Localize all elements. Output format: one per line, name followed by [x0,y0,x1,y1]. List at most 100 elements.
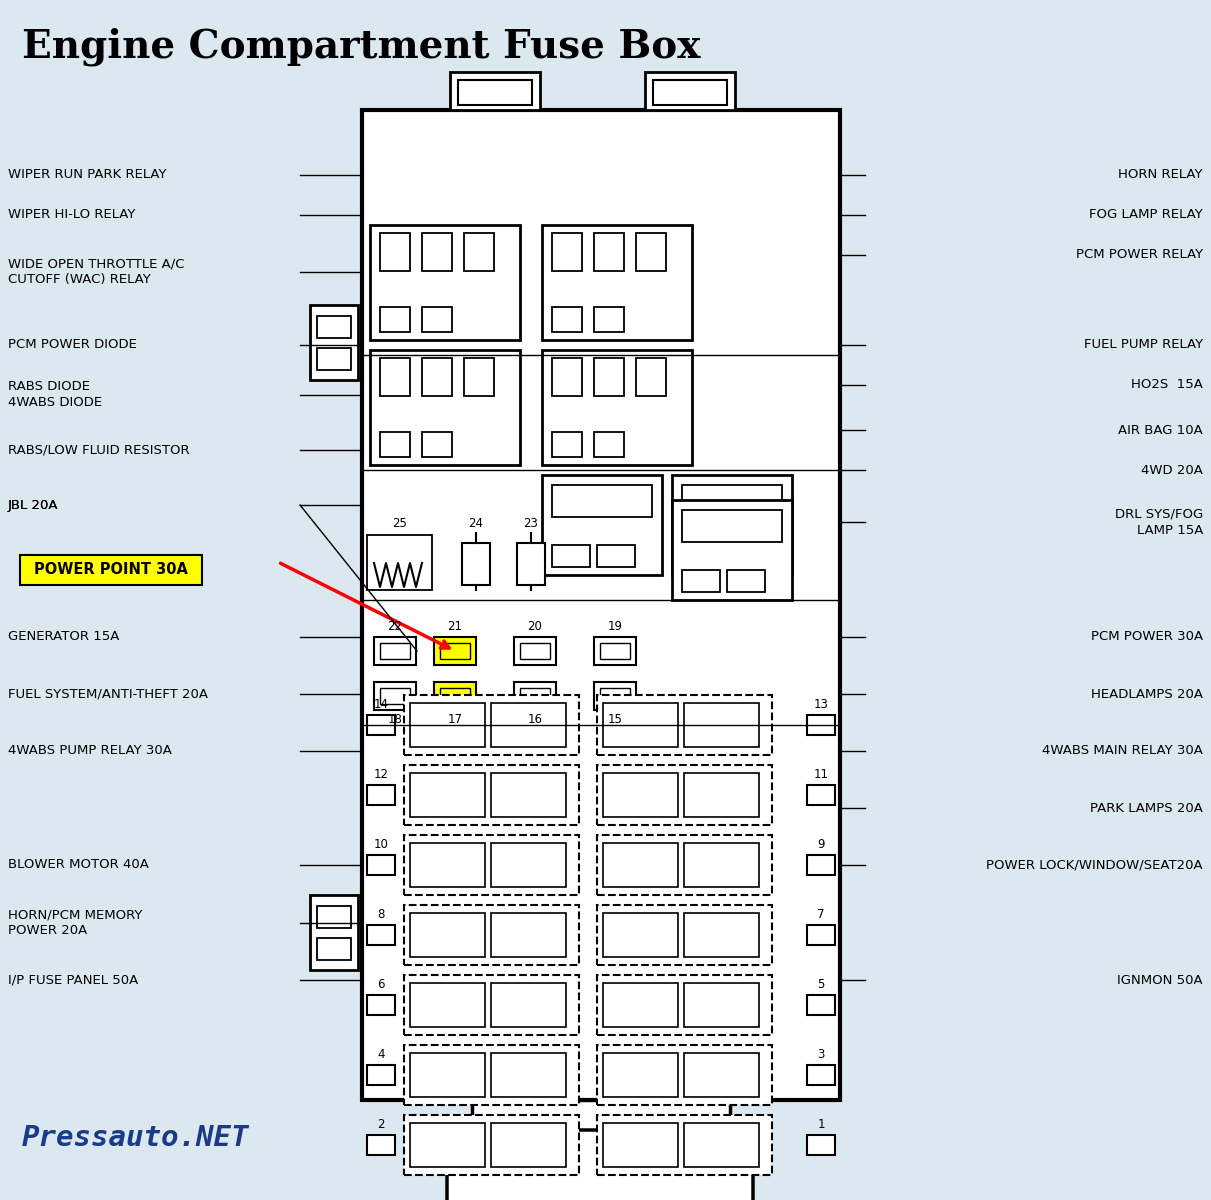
Bar [807,925,836,946]
Bar [682,510,782,542]
Text: FUEL SYSTEM/ANTI-THEFT 20A: FUEL SYSTEM/ANTI-THEFT 20A [8,688,208,701]
Bar [595,637,636,665]
Text: 11: 11 [814,768,828,781]
Bar [653,80,727,104]
Text: 19: 19 [608,620,622,634]
Bar [310,895,358,970]
Bar [807,715,836,734]
Text: 4WABS MAIN RELAY 30A: 4WABS MAIN RELAY 30A [1043,744,1203,757]
Bar [597,695,771,755]
Bar [371,350,520,464]
Bar [317,906,351,928]
Bar [421,233,452,271]
Bar [807,1066,836,1085]
Bar [595,682,636,710]
Bar [404,695,579,755]
Bar [552,545,590,566]
Text: 15: 15 [608,713,622,726]
Bar [411,983,484,1027]
Text: 8: 8 [378,908,385,922]
Bar [411,842,484,887]
Bar [404,974,579,1034]
Bar [682,485,782,517]
Bar [317,938,351,960]
Text: HORN/PCM MEMORY
POWER 20A: HORN/PCM MEMORY POWER 20A [8,908,143,937]
Bar [597,974,771,1034]
Bar [684,842,759,887]
Text: 4: 4 [378,1048,385,1061]
Bar [543,475,662,575]
Bar [450,72,540,110]
Bar [520,688,550,704]
Text: IGNMON 50A: IGNMON 50A [1118,973,1203,986]
Text: Engine Compartment Fuse Box: Engine Compartment Fuse Box [22,28,700,66]
Bar [684,913,759,958]
Text: 3: 3 [817,1048,825,1061]
Bar [603,842,678,887]
Text: 6: 6 [378,978,385,991]
Text: WIPER RUN PARK RELAY: WIPER RUN PARK RELAY [8,168,166,181]
Text: WIPER HI-LO RELAY: WIPER HI-LO RELAY [8,209,136,222]
Text: 20: 20 [528,620,543,634]
Bar [404,1115,579,1175]
Bar [411,703,484,746]
Bar [367,1135,395,1154]
Bar [727,570,765,592]
Bar [636,233,666,271]
Bar [597,1045,771,1105]
Bar [411,1123,484,1166]
Bar [490,913,566,958]
Bar [380,358,411,396]
Bar [458,80,532,104]
Bar [597,1115,771,1175]
Text: PCM POWER RELAY: PCM POWER RELAY [1075,248,1203,262]
Text: JBL 20A: JBL 20A [8,498,58,511]
FancyBboxPatch shape [21,554,202,584]
Bar [517,542,545,584]
Bar [597,835,771,895]
Bar [684,1054,759,1097]
Bar [603,1123,678,1166]
Text: AIR BAG 10A: AIR BAG 10A [1118,424,1203,437]
Text: WIDE OPEN THROTTLE A/C
CUTOFF (WAC) RELAY: WIDE OPEN THROTTLE A/C CUTOFF (WAC) RELA… [8,258,184,287]
Text: 2: 2 [378,1118,385,1130]
Bar [367,995,395,1015]
Text: 4WABS PUMP RELAY 30A: 4WABS PUMP RELAY 30A [8,744,172,757]
Bar [597,766,771,826]
FancyBboxPatch shape [447,1130,753,1200]
Text: 25: 25 [392,517,407,530]
Text: JBL 20A: JBL 20A [8,498,58,511]
Bar [645,72,735,110]
Bar [603,703,678,746]
Bar [440,643,470,659]
Text: FOG LAMP RELAY: FOG LAMP RELAY [1089,209,1203,222]
Text: BLOWER MOTOR 40A: BLOWER MOTOR 40A [8,858,149,871]
Bar [552,358,582,396]
Text: I/P FUSE PANEL 50A: I/P FUSE PANEL 50A [8,973,138,986]
Bar [440,688,470,704]
Bar [599,643,630,659]
Bar [371,226,520,340]
Text: RABS/LOW FLUID RESISTOR: RABS/LOW FLUID RESISTOR [8,444,190,456]
Bar [434,637,476,665]
Bar [552,307,582,332]
Bar [597,545,635,566]
Text: POWER LOCK/WINDOW/SEAT20A: POWER LOCK/WINDOW/SEAT20A [987,858,1203,871]
Bar [374,682,417,710]
Bar [490,773,566,817]
Bar [421,432,452,457]
Bar [597,905,771,965]
Bar [595,432,624,457]
Text: 18: 18 [388,713,402,726]
Bar [411,1054,484,1097]
Bar [603,1054,678,1097]
Bar [543,350,691,464]
Bar [404,766,579,826]
Text: HEADLAMPS 20A: HEADLAMPS 20A [1091,688,1203,701]
Bar [404,835,579,895]
Bar [807,854,836,875]
Bar [362,110,840,1100]
Bar [543,226,691,340]
Text: 17: 17 [448,713,463,726]
Bar [367,715,395,734]
